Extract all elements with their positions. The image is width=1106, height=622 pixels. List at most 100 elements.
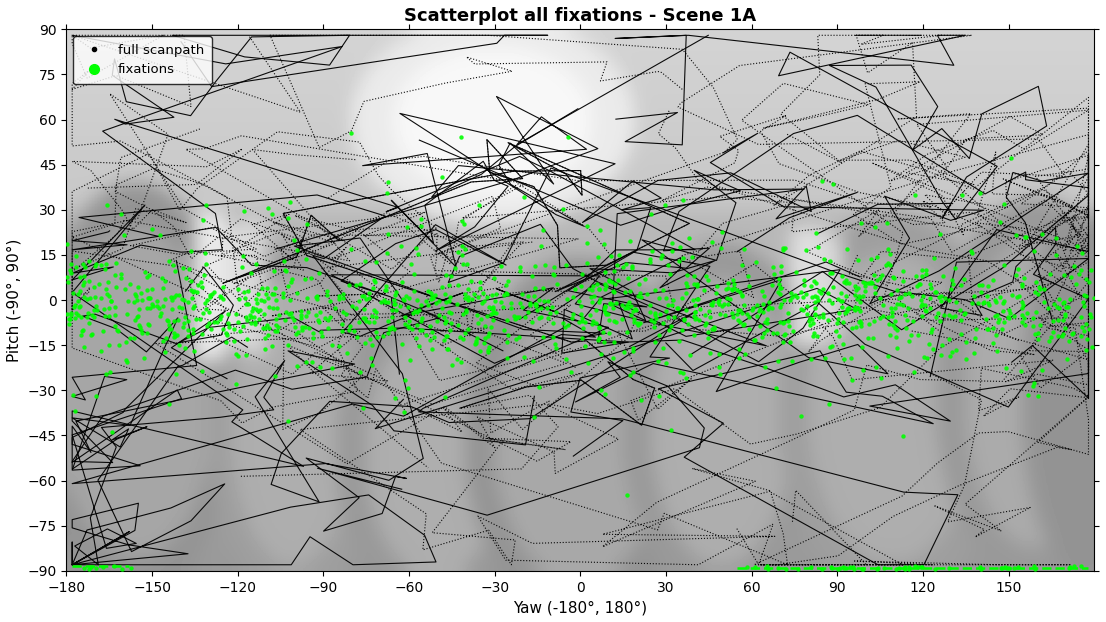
Point (625, 343, 643, 353)
Point (769, 328, 786, 338)
Point (219, 309, 237, 319)
Point (1026, 329, 1044, 339)
Point (1066, 261, 1084, 271)
Point (710, 362, 728, 372)
Point (650, 330, 668, 340)
Point (729, 315, 747, 325)
Point (956, 309, 973, 318)
Point (451, 332, 469, 342)
Point (733, 290, 751, 300)
Point (544, 332, 562, 341)
Point (677, 278, 695, 288)
Point (728, 285, 745, 295)
Point (686, 279, 703, 289)
Point (779, 316, 796, 326)
Point (1029, 289, 1046, 299)
Point (386, 394, 404, 404)
Point (1008, 230, 1025, 240)
Point (724, 312, 742, 322)
Point (697, 318, 714, 328)
Point (890, 292, 908, 302)
Point (688, 294, 706, 304)
Point (604, 299, 622, 309)
Point (1072, 312, 1089, 322)
Point (1082, 266, 1099, 276)
Point (378, 328, 396, 338)
Point (1014, 300, 1032, 310)
Point (455, 333, 472, 343)
Point (115, 230, 133, 240)
Point (1055, 270, 1073, 280)
Point (129, 282, 147, 292)
Point (601, 298, 618, 308)
Point (156, 276, 174, 286)
Point (1013, 317, 1031, 327)
Point (184, 304, 201, 313)
Point (349, 296, 367, 306)
Point (651, 253, 669, 263)
Point (300, 307, 317, 317)
Point (453, 241, 471, 251)
Point (394, 294, 411, 304)
Point (524, 356, 542, 366)
Point (133, 289, 150, 299)
Point (843, 323, 860, 333)
Point (837, 275, 855, 285)
Point (1054, 329, 1072, 339)
Point (215, 294, 232, 304)
Point (229, 351, 247, 361)
Point (868, 563, 886, 573)
Point (498, 337, 515, 347)
Point (921, 279, 939, 289)
Point (1031, 320, 1048, 330)
Point (393, 241, 410, 251)
Point (935, 271, 952, 281)
Point (632, 288, 649, 298)
Point (922, 327, 940, 337)
Point (835, 562, 853, 572)
Point (625, 317, 643, 327)
Point (426, 332, 444, 342)
Point (421, 321, 439, 331)
Point (591, 284, 608, 294)
Point (712, 227, 730, 237)
Point (971, 562, 989, 572)
Point (1024, 321, 1042, 331)
Point (129, 310, 147, 320)
Point (449, 280, 467, 290)
Point (833, 296, 851, 306)
Point (400, 355, 418, 365)
Point (83, 310, 101, 320)
Point (452, 357, 470, 367)
Point (377, 285, 395, 295)
Point (587, 318, 605, 328)
Point (1079, 277, 1097, 287)
Point (347, 280, 365, 290)
Point (832, 563, 849, 573)
Point (772, 300, 790, 310)
Point (448, 354, 466, 364)
Point (1061, 563, 1078, 573)
Point (1027, 277, 1045, 287)
Point (507, 314, 524, 324)
Point (992, 564, 1010, 573)
Point (821, 343, 838, 353)
Point (331, 341, 348, 351)
Point (872, 313, 889, 323)
Point (1013, 297, 1031, 307)
Point (70, 296, 87, 306)
Point (802, 320, 820, 330)
Point (448, 299, 466, 309)
Point (958, 338, 975, 348)
Point (67, 309, 85, 318)
Point (804, 318, 822, 328)
Point (589, 335, 607, 345)
Point (943, 347, 961, 357)
Point (731, 287, 749, 297)
Point (647, 285, 665, 295)
Point (113, 564, 131, 573)
Point (73, 312, 91, 322)
Point (263, 341, 281, 351)
Point (166, 316, 184, 326)
Point (1054, 315, 1072, 325)
